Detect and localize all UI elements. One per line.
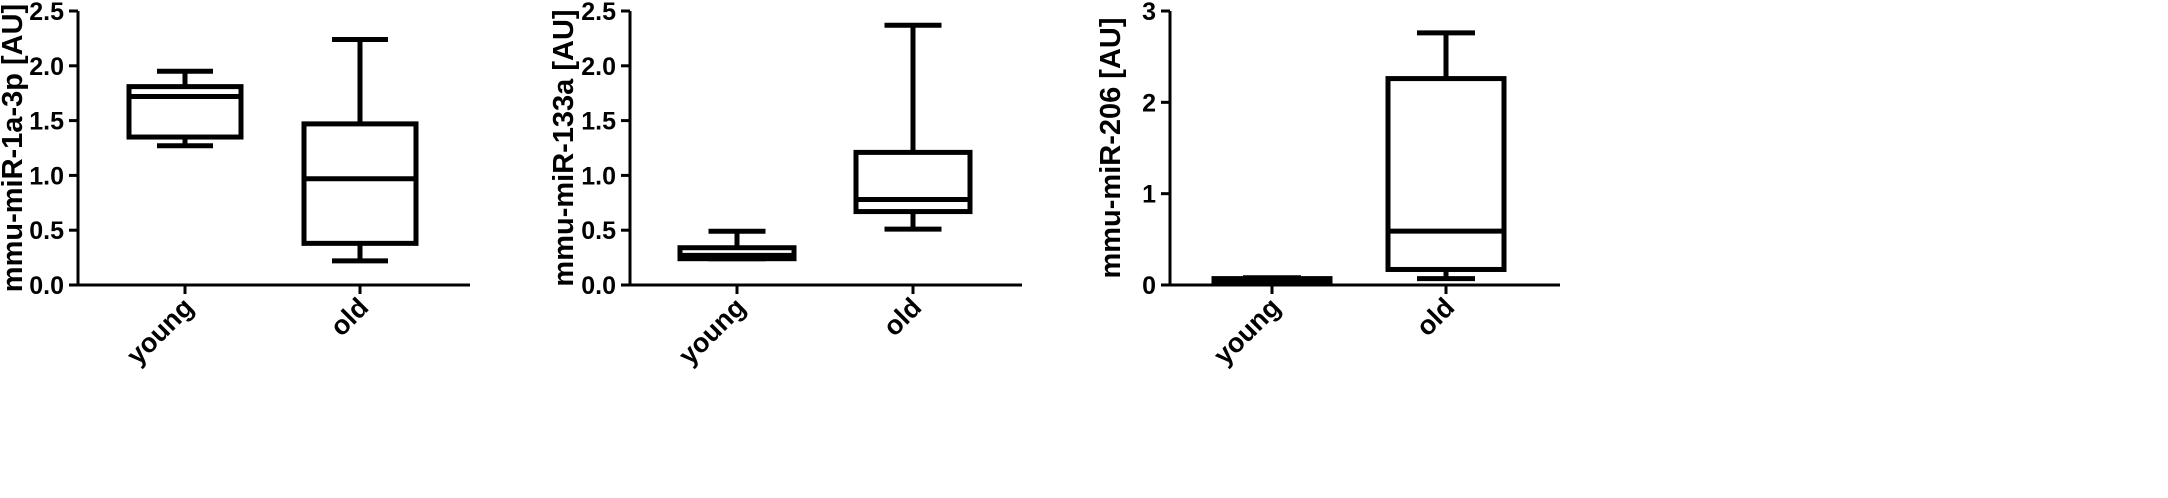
y-tick-label: 2	[1142, 89, 1156, 117]
box-old	[1385, 30, 1507, 282]
y-tick-label: 1	[1142, 181, 1156, 209]
x-category-label: young	[673, 292, 751, 370]
y-tick-label: 0.5	[581, 217, 616, 245]
x-category-label: young	[1208, 292, 1286, 370]
y-tick-label: 2.5	[29, 0, 64, 26]
x-category-label: old	[1410, 292, 1460, 342]
box-young	[126, 68, 244, 149]
y-tick-label: 2.0	[581, 53, 616, 81]
y-axis-title: mmu-miR-206 [AU]	[1095, 17, 1127, 278]
y-tick-label: 0.5	[29, 217, 64, 245]
y-axis-title: mmu-miR-1a-3p [AU]	[0, 4, 29, 292]
box-young	[677, 228, 797, 262]
y-tick-label: 2.5	[581, 0, 616, 26]
x-category-label: old	[877, 292, 927, 342]
y-tick-label: 2.0	[29, 53, 64, 81]
y-axis-title: mmu-miR-133a [AU]	[548, 9, 580, 286]
iqr-box	[301, 121, 419, 246]
chart-panel-3: 0 1 2 3 mmu-miR-206 [AU] young old	[1095, 0, 1560, 371]
x-category-label: young	[121, 292, 199, 370]
x-category-label: old	[324, 292, 374, 342]
y-tick-label: 1.0	[581, 162, 616, 190]
y-tick-label: 3	[1142, 0, 1156, 26]
y-tick-label: 0	[1142, 272, 1156, 300]
box-old	[301, 36, 419, 264]
y-tick-label: 0.0	[581, 272, 616, 300]
y-tick-label: 1.5	[581, 108, 616, 136]
y-tick-label: 0.0	[29, 272, 64, 300]
iqr-box	[1385, 76, 1507, 272]
y-tick-label: 1.0	[29, 162, 64, 190]
y-tick-label: 1.5	[29, 108, 64, 136]
iqr-box	[853, 149, 973, 215]
box-young	[1211, 275, 1333, 286]
box-old	[853, 22, 973, 232]
